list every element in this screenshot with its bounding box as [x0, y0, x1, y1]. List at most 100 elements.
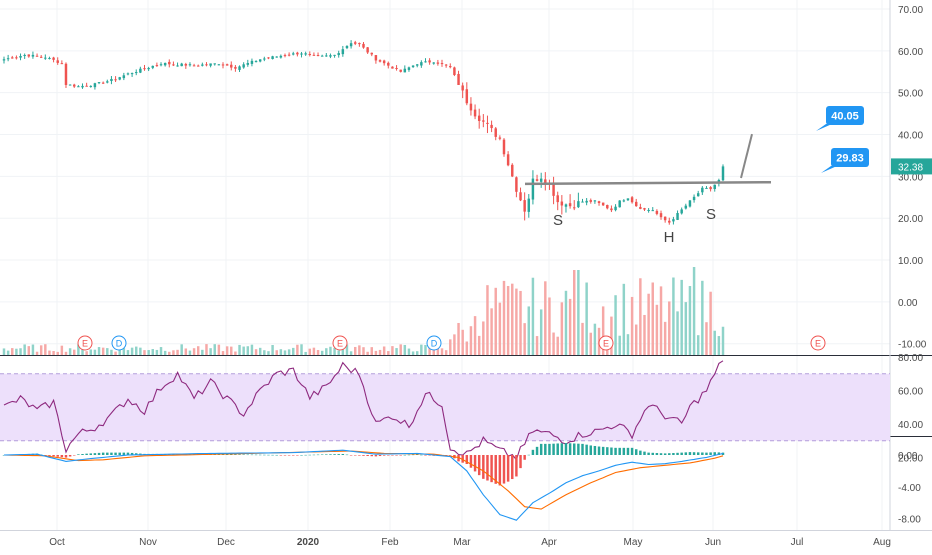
candle-body[interactable] — [630, 197, 634, 203]
candle-body[interactable] — [643, 208, 646, 210]
candle-body[interactable] — [114, 79, 117, 81]
candle-body[interactable] — [267, 57, 270, 59]
candle-body[interactable] — [292, 53, 295, 55]
candle-body[interactable] — [469, 103, 473, 111]
last-price-tag[interactable] — [891, 158, 932, 175]
candle-body[interactable] — [378, 60, 382, 62]
macd-panel[interactable] — [2, 443, 725, 521]
candle-body[interactable] — [531, 178, 535, 200]
candle-body[interactable] — [31, 54, 35, 57]
candle-body[interactable] — [610, 208, 613, 211]
candle-body[interactable] — [618, 200, 621, 208]
candle-body[interactable] — [490, 124, 493, 129]
dividend-marker[interactable] — [426, 335, 442, 351]
candle-body[interactable] — [502, 139, 506, 155]
candle-body[interactable] — [44, 57, 47, 59]
callout-box[interactable] — [831, 148, 869, 167]
candle-body[interactable] — [647, 209, 650, 211]
candle-body[interactable] — [312, 54, 316, 56]
candle-body[interactable] — [440, 63, 444, 65]
candle-body[interactable] — [329, 55, 332, 57]
candle-body[interactable] — [238, 66, 241, 70]
candle-body[interactable] — [498, 137, 502, 139]
candle-body[interactable] — [544, 179, 547, 184]
candle-body[interactable] — [457, 73, 460, 85]
time-tick-label[interactable]: Aug — [873, 537, 891, 548]
candle-body[interactable] — [601, 202, 605, 206]
candle-body[interactable] — [287, 54, 291, 56]
candle-body[interactable] — [552, 183, 555, 196]
candle-body[interactable] — [680, 209, 683, 214]
candle-body[interactable] — [85, 85, 88, 87]
candle-body[interactable] — [81, 85, 84, 88]
candle-body[interactable] — [106, 81, 109, 83]
callout-box[interactable] — [826, 106, 864, 125]
candle-body[interactable] — [411, 65, 415, 68]
candle-body[interactable] — [333, 54, 336, 56]
candle-body[interactable] — [205, 64, 208, 66]
candle-body[interactable] — [246, 63, 250, 65]
candle-body[interactable] — [511, 164, 514, 177]
candle-body[interactable] — [494, 128, 497, 137]
candle-body[interactable] — [279, 55, 283, 58]
candle-body[interactable] — [465, 89, 469, 104]
candle-body[interactable] — [196, 65, 200, 67]
candle-body[interactable] — [122, 75, 126, 79]
candle-body[interactable] — [461, 85, 464, 91]
candle-body[interactable] — [6, 58, 10, 60]
candle-body[interactable] — [97, 82, 101, 84]
earnings-marker[interactable] — [598, 335, 614, 351]
candle-body[interactable] — [415, 64, 419, 66]
time-axis[interactable]: Oct Nov Dec 2020 Feb Mar Apr May Jun Jul Aug — [0, 530, 932, 549]
candle-body[interactable] — [354, 42, 357, 44]
candle-body[interactable] — [573, 207, 576, 209]
candle-body[interactable] — [626, 198, 630, 201]
candle-body[interactable] — [539, 178, 543, 182]
candle-body[interactable] — [684, 205, 688, 209]
candle-body[interactable] — [337, 53, 340, 56]
earnings-marker[interactable] — [77, 335, 93, 351]
candle-body[interactable] — [436, 62, 440, 64]
candle-body[interactable] — [556, 195, 559, 203]
time-tick-label[interactable]: Feb — [381, 537, 399, 548]
candle-body[interactable] — [209, 63, 212, 66]
candle-body[interactable] — [242, 64, 245, 68]
candle-body[interactable] — [192, 65, 196, 67]
candle-body[interactable] — [258, 59, 262, 62]
candle-body[interactable] — [77, 86, 80, 88]
time-tick-label[interactable]: Oct — [49, 537, 65, 548]
candle-body[interactable] — [399, 69, 402, 72]
candle-body[interactable] — [345, 45, 349, 49]
candle-body[interactable] — [130, 73, 134, 75]
candle-body[interactable] — [151, 65, 154, 68]
candle-body[interactable] — [560, 201, 564, 206]
candle-body[interactable] — [672, 219, 675, 222]
candle-body[interactable] — [486, 122, 489, 124]
candle-body[interactable] — [705, 187, 708, 189]
candle-body[interactable] — [374, 55, 378, 61]
candle-body[interactable] — [168, 61, 171, 65]
candle-body[interactable] — [225, 64, 229, 66]
candle-body[interactable] — [709, 187, 712, 190]
candle-body[interactable] — [283, 55, 287, 57]
candle-body[interactable] — [320, 55, 324, 57]
candle-body[interactable] — [89, 85, 93, 87]
candle-body[interactable] — [387, 62, 390, 66]
candle-body[interactable] — [39, 56, 43, 58]
candle-body[interactable] — [527, 198, 531, 212]
candle-body[interactable] — [68, 84, 72, 86]
candle-body[interactable] — [217, 64, 221, 66]
candle-body[interactable] — [535, 179, 539, 181]
candle-body[interactable] — [403, 68, 407, 73]
candle-body[interactable] — [407, 67, 411, 70]
candle-body[interactable] — [564, 204, 568, 207]
earnings-marker[interactable] — [332, 335, 348, 351]
candle-body[interactable] — [126, 73, 130, 75]
candle-body[interactable] — [234, 66, 237, 69]
candle-body[interactable] — [606, 204, 609, 209]
candle-body[interactable] — [721, 166, 725, 181]
candle-body[interactable] — [73, 84, 76, 87]
candle-body[interactable] — [23, 55, 26, 57]
time-tick-label[interactable]: May — [624, 537, 643, 548]
